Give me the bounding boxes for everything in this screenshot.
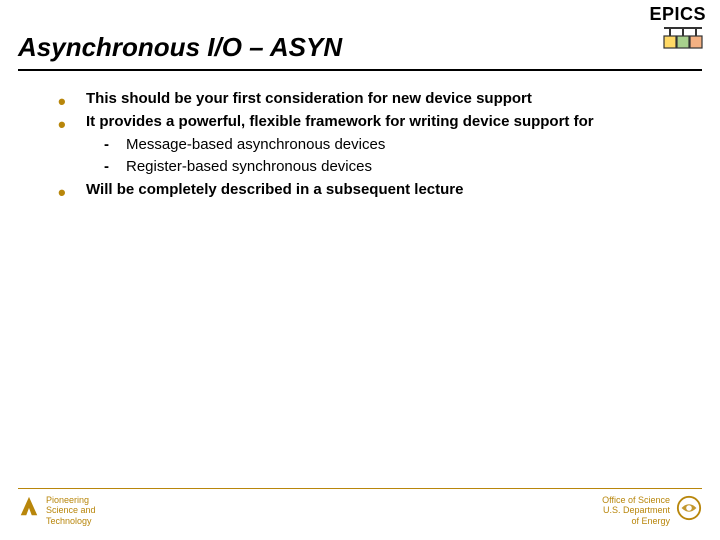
bullet-text: It provides a powerful, flexible framewo… [86,113,594,130]
content-area: This should be your first consideration … [0,71,720,200]
epics-text: EPICS [649,4,706,25]
footer-rule [18,488,702,489]
sub-item: Register-based synchronous devices [104,157,684,177]
footer-text-line: Science and [46,505,96,515]
footer-text-line: U.S. Department [602,505,670,515]
footer-right: Office of Science U.S. Department of Ene… [602,495,702,526]
footer-text-line: Office of Science [602,495,670,505]
sub-list: Message-based asynchronous devices Regis… [104,135,684,178]
doe-logo-icon [676,495,702,521]
header: EPICS Asynchronous I/O – ASYN [0,0,720,71]
epics-icon [660,26,706,57]
sub-item: Message-based asynchronous devices [104,135,684,155]
bullet-text: This should be your first consideration … [86,90,532,107]
footer-left: Pioneering Science and Technology [18,495,96,526]
bullet-text: Will be completely described in a subseq… [86,181,463,198]
list-item: Will be completely described in a subseq… [58,180,684,200]
footer-row: Pioneering Science and Technology Office… [18,495,702,526]
page-title: Asynchronous I/O – ASYN [18,32,702,63]
slide: EPICS Asynchronous I/O – ASYN This shoul… [0,0,720,540]
list-item: This should be your first consideration … [58,89,684,109]
footer: Pioneering Science and Technology Office… [18,488,702,526]
footer-text-line: Technology [46,516,96,526]
argonne-logo-icon [18,495,40,519]
bullet-list: This should be your first consideration … [58,89,684,200]
list-item: It provides a powerful, flexible framewo… [58,112,684,177]
footer-text-line: Pioneering [46,495,96,505]
footer-right-text: Office of Science U.S. Department of Ene… [602,495,670,526]
footer-text-line: of Energy [602,516,670,526]
footer-left-text: Pioneering Science and Technology [46,495,96,526]
title-underline [18,69,702,71]
